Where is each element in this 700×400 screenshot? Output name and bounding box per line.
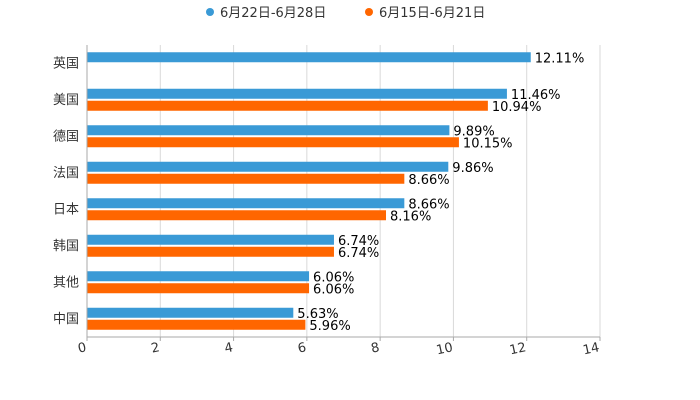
category-label: 德国	[53, 129, 79, 144]
data-label: 8.66%	[408, 197, 449, 212]
x-tick-label: 12	[508, 340, 527, 358]
data-label: 6.06%	[313, 270, 354, 285]
bar	[87, 271, 310, 282]
category-label: 韩国	[53, 239, 79, 254]
bar	[87, 307, 294, 318]
bar	[87, 210, 387, 221]
bar	[87, 137, 459, 148]
data-label: 11.46%	[511, 88, 561, 103]
data-label: 10.94%	[492, 100, 542, 115]
legend-label: 6月15日-6月21日	[379, 6, 485, 21]
legend-marker	[365, 8, 373, 16]
data-label: 6.74%	[338, 246, 379, 261]
x-tick-label: 4	[223, 340, 234, 356]
legend-marker	[206, 8, 214, 16]
data-label: 10.15%	[463, 136, 513, 151]
data-label: 5.63%	[297, 307, 338, 322]
x-tick-label: 0	[77, 340, 88, 356]
x-tick-label: 6	[296, 340, 307, 356]
data-label: 8.16%	[390, 209, 431, 224]
x-tick-label: 8	[370, 340, 381, 356]
bar	[87, 100, 488, 111]
data-label: 9.89%	[453, 124, 494, 139]
bar	[87, 283, 310, 294]
category-label: 英国	[53, 56, 79, 71]
x-tick-label: 10	[435, 340, 454, 358]
bar	[87, 88, 507, 99]
bar	[87, 161, 449, 172]
legend-label: 6月22日-6月28日	[220, 6, 326, 21]
bar	[87, 198, 405, 209]
bars: 12.11%11.46%10.94%9.89%10.15%9.86%8.66%8…	[87, 51, 584, 334]
data-label: 5.96%	[309, 319, 350, 334]
bar	[87, 125, 450, 136]
category-label: 中国	[53, 312, 79, 327]
legend: 6月22日-6月28日 6月15日-6月21日	[206, 6, 485, 21]
data-label: 6.74%	[338, 234, 379, 249]
bar	[87, 319, 306, 330]
x-tick-label: 2	[150, 340, 161, 356]
bar	[87, 173, 405, 184]
data-label: 9.86%	[452, 161, 493, 176]
category-label: 其他	[53, 275, 79, 290]
data-label: 12.11%	[535, 51, 585, 66]
category-label: 法国	[53, 166, 79, 181]
bar	[87, 234, 334, 245]
bar	[87, 52, 531, 63]
category-label: 美国	[53, 93, 79, 108]
bar	[87, 246, 334, 257]
data-label: 6.06%	[313, 282, 354, 297]
data-label: 8.66%	[408, 173, 449, 188]
x-tick-label: 14	[582, 340, 601, 358]
category-label: 日本	[53, 202, 79, 217]
